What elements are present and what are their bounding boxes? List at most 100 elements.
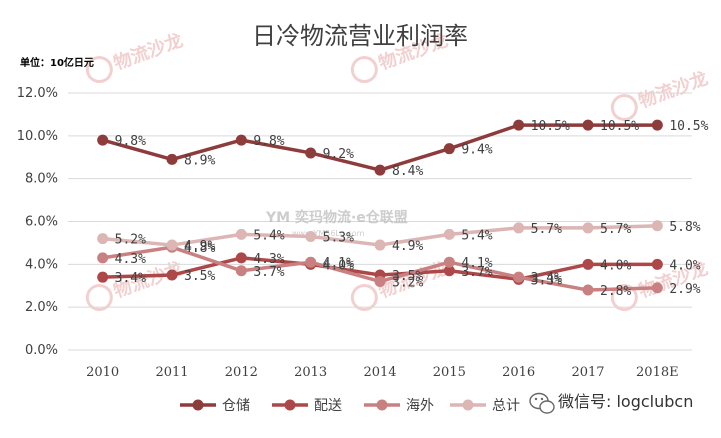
data-label: 4.3%	[115, 252, 146, 267]
legend-label: 总计	[492, 398, 520, 414]
data-point	[235, 265, 247, 277]
chart-title: 日冷物流营业利润率	[252, 22, 468, 50]
data-label: 9.8%	[115, 134, 146, 149]
data-label: 4.0%	[600, 258, 631, 273]
data-point	[166, 239, 178, 251]
data-point	[166, 153, 178, 165]
center-watermark-text: YM 奕玛物流·e仓联盟	[265, 209, 408, 226]
data-point	[513, 271, 525, 283]
series-layer	[97, 119, 663, 296]
x-tick-label: 2013	[294, 365, 327, 380]
y-tick-label: 2.0%	[25, 300, 58, 315]
data-label: 10.5%	[600, 119, 639, 134]
data-point	[513, 222, 525, 234]
y-tick-label: 0.0%	[25, 343, 58, 358]
center-watermark-url: www.YM56Lu.com	[292, 229, 365, 238]
x-tick-label: 2015	[433, 365, 466, 380]
data-label: 3.3%	[531, 273, 562, 288]
series-4	[97, 220, 663, 251]
wechat-badge: 微信号: logclubcn	[529, 392, 693, 414]
data-label: 4.1%	[323, 256, 354, 271]
data-label: 2.8%	[600, 284, 631, 299]
data-label: 9.4%	[461, 143, 492, 158]
x-tick-label: 2012	[225, 365, 258, 380]
brand-watermark-text: 物流沙龙	[111, 29, 186, 74]
legend-label: 海外	[406, 398, 434, 414]
data-point	[582, 119, 594, 131]
legend-item-4: 总计	[450, 398, 520, 414]
data-label: 3.4%	[115, 271, 146, 286]
data-label: 3.2%	[392, 275, 423, 290]
data-label: 4.8%	[184, 241, 215, 256]
brand-logo-icon	[350, 56, 378, 84]
y-tick-label: 12.0%	[17, 86, 58, 101]
data-label: 5.2%	[115, 233, 146, 248]
data-label: 5.7%	[600, 222, 631, 237]
data-label: 3.5%	[184, 269, 215, 284]
data-point	[582, 258, 594, 270]
y-tick-label: 10.0%	[17, 129, 58, 144]
legend-item-3: 海外	[364, 398, 434, 414]
legend-item-2: 配送	[272, 398, 342, 414]
data-point	[305, 256, 317, 268]
data-point	[305, 230, 317, 242]
x-tick-label: 2018E	[636, 365, 679, 380]
data-label: 9.2%	[323, 147, 354, 162]
data-label: 5.3%	[323, 230, 354, 245]
data-point	[651, 220, 663, 232]
data-label: 5.4%	[461, 228, 492, 243]
data-point	[235, 252, 247, 264]
x-axis: 2010 2011 2012 2013 2014 2015 2016 2017 2018E	[86, 365, 679, 380]
x-tick-label: 2010	[86, 365, 119, 380]
data-point	[97, 233, 109, 245]
brand-logo-icon	[85, 56, 113, 84]
data-point	[305, 147, 317, 159]
data-point	[513, 119, 525, 131]
data-label: 5.7%	[531, 222, 562, 237]
data-label: 3.7%	[461, 265, 492, 280]
y-axis: 0.0% 2.0% 4.0% 6.0% 8.0% 10.0% 12.0%	[17, 86, 58, 358]
brand-logo-icon	[610, 284, 638, 312]
data-label: 4.9%	[392, 239, 423, 254]
data-label: 4.0%	[669, 258, 700, 273]
legend-label: 配送	[314, 398, 342, 414]
data-point	[235, 134, 247, 146]
data-point	[443, 228, 455, 240]
x-tick-label: 2017	[571, 365, 604, 380]
brand-logo-icon	[85, 284, 113, 312]
legend-swatch-marker	[192, 399, 204, 411]
brand-watermark-0: 物流沙龙	[85, 29, 186, 84]
data-label: 8.9%	[184, 153, 215, 168]
data-label: 4.9%	[184, 239, 215, 254]
center-watermark: YM 奕玛物流·e仓联盟 www.YM56Lu.com	[265, 209, 408, 238]
brand-logo-icon	[610, 94, 638, 122]
unit-label: 单位：10亿日元	[20, 56, 94, 69]
brand-watermark-2: 物流沙龙	[610, 67, 711, 122]
legend-swatch-marker	[376, 399, 388, 411]
data-point	[443, 143, 455, 155]
brand-logo-icon	[350, 284, 378, 312]
data-point	[582, 284, 594, 296]
data-point	[374, 164, 386, 176]
data-label: 4.3%	[253, 252, 284, 267]
data-label: 9.8%	[253, 134, 284, 149]
data-point	[443, 265, 455, 277]
data-label: 4.1%	[461, 256, 492, 271]
x-tick-label: 2014	[363, 365, 396, 380]
x-tick-label: 2016	[502, 365, 535, 380]
legend-label: 仓储	[222, 398, 250, 414]
data-point	[651, 119, 663, 131]
legend-item-1: 仓储	[180, 398, 250, 414]
data-point	[235, 228, 247, 240]
wechat-id: 微信号: logclubcn	[558, 392, 693, 411]
data-point	[374, 275, 386, 287]
data-point	[443, 256, 455, 268]
x-tick-label: 2011	[155, 365, 188, 380]
wechat-icon	[529, 392, 555, 414]
data-label: 10.5%	[531, 119, 570, 134]
y-tick-label: 6.0%	[25, 215, 58, 230]
data-point	[582, 222, 594, 234]
y-tick-label: 8.0%	[25, 172, 58, 187]
